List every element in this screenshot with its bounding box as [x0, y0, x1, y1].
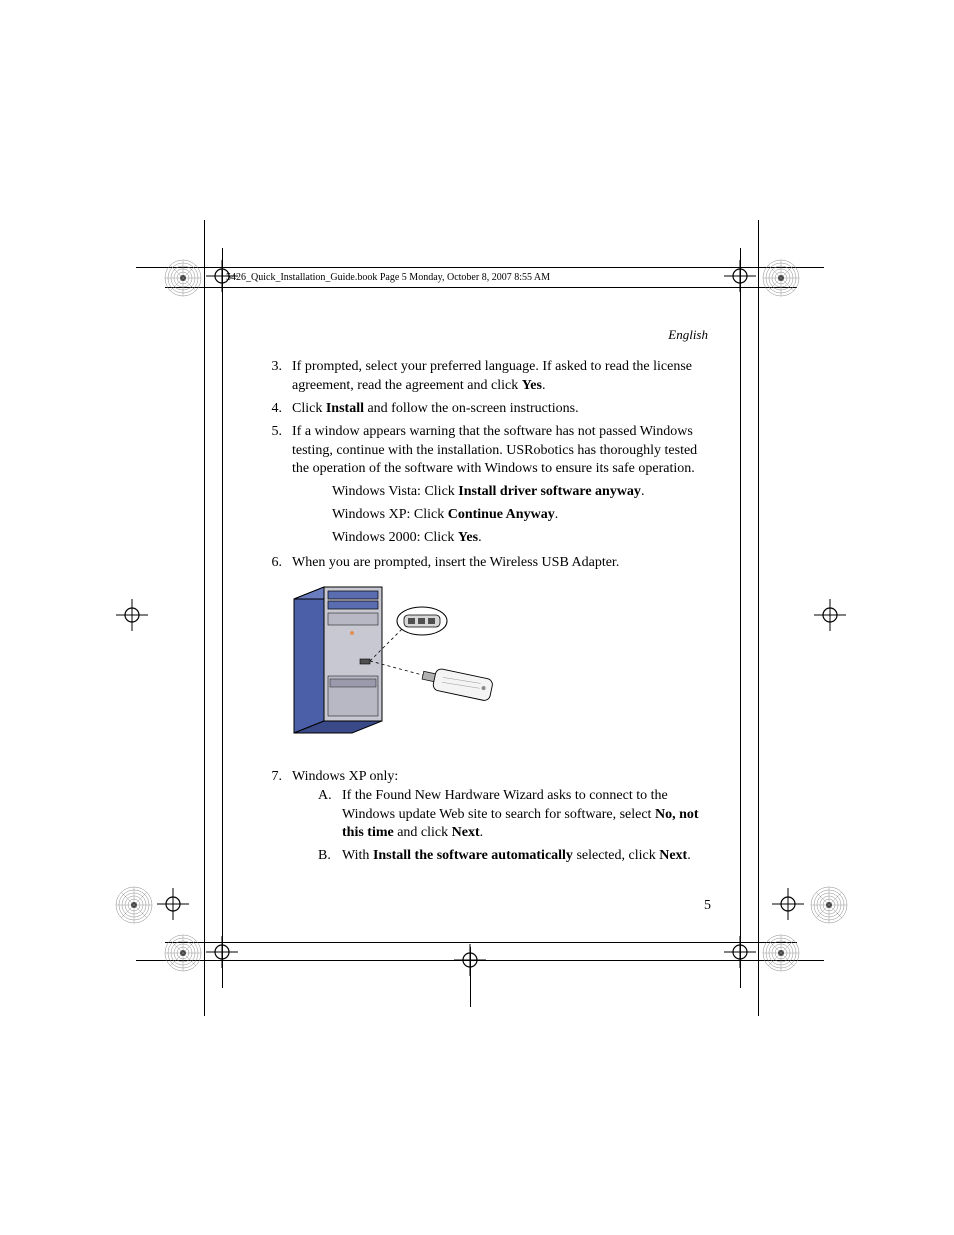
step-7b-letter: B. [318, 847, 342, 866]
usb-diagram-svg [282, 581, 532, 741]
crop-vline-right-inner [740, 248, 741, 988]
content-body: 3. If prompted, select your preferred la… [256, 358, 716, 874]
step-7a: A. If the Found New Hardware Wizard asks… [318, 787, 716, 844]
reg-rosette-bottom-right [760, 932, 802, 974]
reg-cross-mid-left [114, 597, 150, 633]
step-5-num: 5. [256, 423, 292, 550]
step-7a-body: If the Found New Hardware Wizard asks to… [342, 787, 716, 844]
crop-hline-top-inner [165, 287, 797, 288]
step-3-body: If prompted, select your preferred langu… [292, 358, 716, 396]
reg-cross-leftA [155, 886, 191, 922]
computer-tower-icon [294, 587, 382, 733]
step-5-xp: Windows XP: Click Continue Anyway. [332, 506, 716, 525]
crop-vline-right-outer [758, 220, 759, 1016]
reg-rosette-bottom-left [162, 932, 204, 974]
step-7b-body: With Install the software automatically … [342, 847, 716, 866]
step-7b: B. With Install the software automatical… [318, 847, 716, 866]
reg-cross-mid-right [812, 597, 848, 633]
reg-rosette-top-left [162, 257, 204, 299]
step-6-body: When you are prompted, insert the Wirele… [292, 554, 716, 573]
step-4-body: Click Install and follow the on-screen i… [292, 400, 716, 419]
step-6-num: 6. [256, 554, 292, 573]
crop-vline-center [470, 947, 471, 1007]
reg-rosette-leftA [113, 884, 155, 926]
step-4-num: 4. [256, 400, 292, 419]
crop-vline-left-inner [222, 248, 223, 988]
usb-adapter-icon [420, 665, 493, 701]
step-7-num: 7. [256, 768, 292, 870]
step-7: 7. Windows XP only: A. If the Found New … [256, 768, 716, 870]
step-5-2000: Windows 2000: Click Yes. [332, 529, 716, 548]
step-7a-letter: A. [318, 787, 342, 844]
crop-vline-left-outer [204, 220, 205, 1016]
reg-rosette-rightA [808, 884, 850, 926]
step-3-num: 3. [256, 358, 292, 396]
language-label: English [668, 327, 708, 343]
page-number: 5 [704, 898, 711, 914]
step-3: 3. If prompted, select your preferred la… [256, 358, 716, 396]
step-5-vista: Windows Vista: Click Install driver soft… [332, 483, 716, 502]
crop-hline-bottom-inner [165, 942, 797, 943]
crop-hline-top-outer [136, 267, 824, 268]
usb-hub-icon [397, 607, 447, 635]
step-4: 4. Click Install and follow the on-scree… [256, 400, 716, 419]
reg-rosette-top-right [760, 257, 802, 299]
step-7-body: Windows XP only: A. If the Found New Har… [292, 768, 716, 870]
reg-cross-rightA [770, 886, 806, 922]
crop-hline-bottom-outer [136, 960, 824, 961]
header-filename: 5426_Quick_Installation_Guide.book Page … [226, 272, 550, 283]
step-5: 5. If a window appears warning that the … [256, 423, 716, 550]
step-5-body: If a window appears warning that the sof… [292, 423, 716, 550]
usb-diagram [282, 581, 716, 748]
step-6: 6. When you are prompted, insert the Wir… [256, 554, 716, 573]
